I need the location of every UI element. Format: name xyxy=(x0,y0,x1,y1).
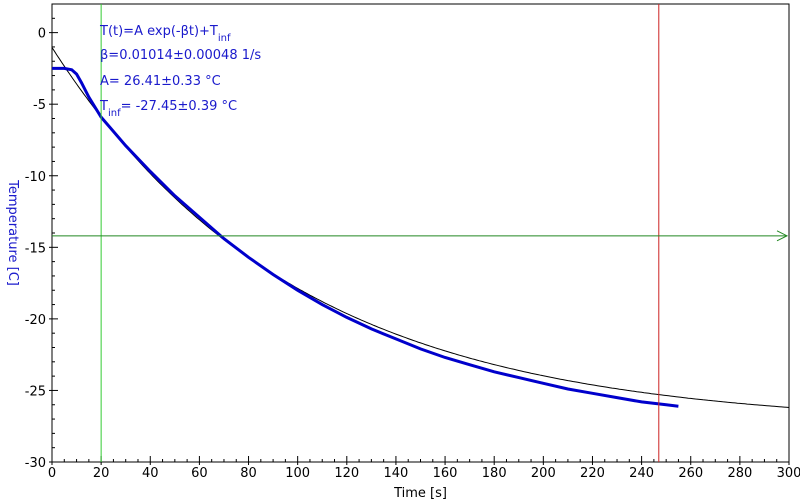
fit-formula-main: T(t)=A exp(-βt)+T xyxy=(99,24,218,39)
x-tick-label: 140 xyxy=(384,466,409,481)
x-tick-label: 0 xyxy=(48,466,56,481)
y-tick-label: -30 xyxy=(25,456,46,471)
axis-ticks xyxy=(49,3,790,465)
fit-tinf-value: = -27.45±0.39 °C xyxy=(121,99,237,114)
x-tick-label: 300 xyxy=(777,466,800,481)
fit-tinf-prefix: T xyxy=(99,99,108,114)
fit-formula-subscript: inf xyxy=(218,33,231,44)
y-tick-label: 0 xyxy=(38,27,46,42)
x-tick-label: 120 xyxy=(334,466,359,481)
fit-tinf: Tinf= -27.45±0.39 °C xyxy=(99,99,237,119)
y-tick-labels: 0 -5 -10 -15 -20 -25 -30 xyxy=(25,27,46,471)
arrow-icon[interactable] xyxy=(776,230,789,242)
y-tick-label: -10 xyxy=(25,170,46,185)
x-axis-title: Time [s] xyxy=(393,486,447,501)
fit-beta: β=0.01014±0.00048 1/s xyxy=(100,48,261,63)
y-tick-label: -20 xyxy=(25,313,46,328)
x-tick-label: 180 xyxy=(482,466,507,481)
data-series-line xyxy=(52,66,679,408)
x-tick-label: 100 xyxy=(285,466,310,481)
fit-formula: T(t)=A exp(-βt)+Tinf xyxy=(99,24,231,44)
y-axis-title: Temperature [C] xyxy=(5,179,20,286)
y-tick-label: -5 xyxy=(33,98,46,113)
x-tick-label: 220 xyxy=(580,466,605,481)
x-tick-label: 40 xyxy=(142,466,159,481)
x-tick-label: 160 xyxy=(433,466,458,481)
x-tick-label: 280 xyxy=(727,466,752,481)
x-tick-label: 60 xyxy=(191,466,208,481)
x-tick-label: 200 xyxy=(531,466,556,481)
x-tick-label: 20 xyxy=(93,466,110,481)
x-tick-label: 260 xyxy=(678,466,703,481)
fit-amplitude: A= 26.41±0.33 °C xyxy=(100,74,221,89)
x-tick-labels: 0 20 40 60 80 100 120 140 160 180 200 220 240 260 280 3… xyxy=(48,466,800,481)
x-tick-label: 240 xyxy=(629,466,654,481)
fit-tinf-subscript: inf xyxy=(108,108,121,119)
y-tick-label: -25 xyxy=(25,384,46,399)
plot-frame xyxy=(51,3,790,463)
x-tick-label: 80 xyxy=(240,466,257,481)
y-tick-label: -15 xyxy=(25,241,46,256)
fit-curve xyxy=(51,47,790,408)
